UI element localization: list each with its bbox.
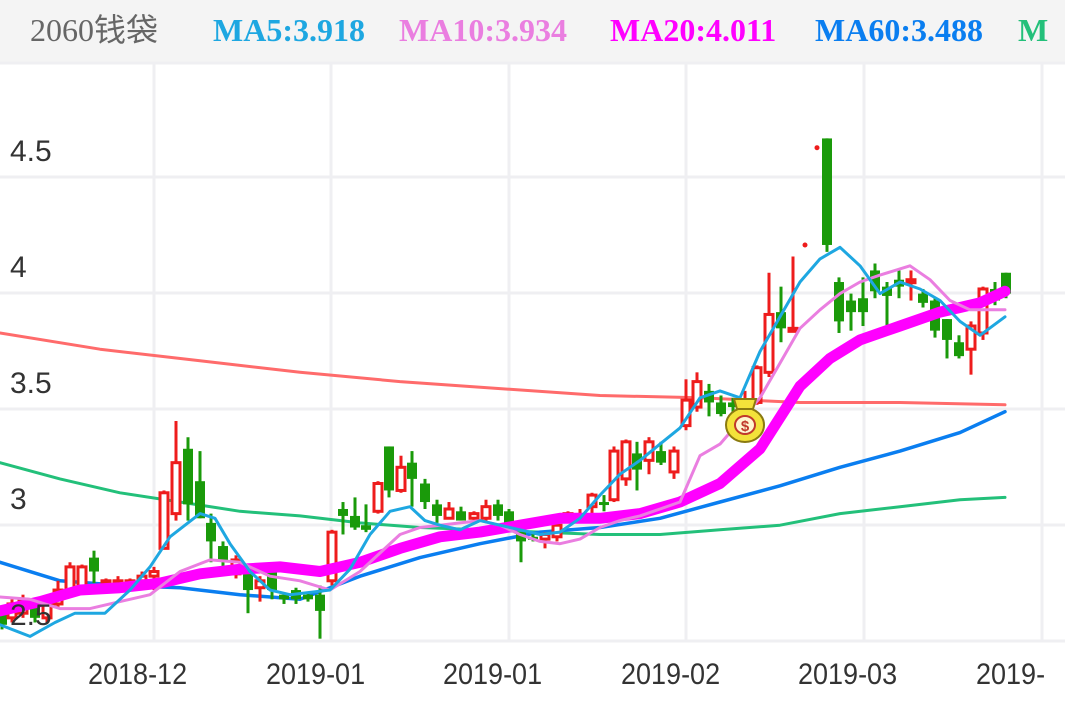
ma20-indicator: MA20:4.011: [610, 12, 777, 48]
y-tick-label: 4.5: [10, 135, 52, 168]
moving-average-short-lines: [0, 245, 1011, 638]
chart-header: 2060钱袋 MA5:3.918 MA10:3.934 MA20:4.011 M…: [0, 0, 1065, 63]
y-tick-label: 2.5: [10, 599, 52, 632]
money-bag-icon[interactable]: $: [725, 397, 765, 443]
x-tick-label: 2019-01: [266, 658, 366, 691]
stock-title: 2060钱袋: [30, 12, 159, 48]
ma-extra-indicator: M: [1018, 12, 1049, 48]
y-tick-label: 4: [10, 251, 27, 284]
moving-average-lines: [0, 331, 1007, 602]
ma5-indicator: MA5:3.918: [213, 12, 365, 48]
x-tick-label: 2019-: [976, 658, 1046, 691]
x-tick-label: 2018-12: [88, 658, 188, 691]
y-tick-label: 3.5: [10, 367, 52, 400]
svg-text:$: $: [741, 418, 750, 435]
x-tick-label: 2019-02: [621, 658, 721, 691]
ma60-indicator: MA60:3.488: [815, 12, 983, 48]
ma10-indicator: MA10:3.934: [399, 12, 567, 48]
x-tick-label: 2019-01: [443, 658, 543, 691]
y-tick-label: 3: [10, 483, 27, 516]
x-tick-label: 2019-03: [798, 658, 898, 691]
